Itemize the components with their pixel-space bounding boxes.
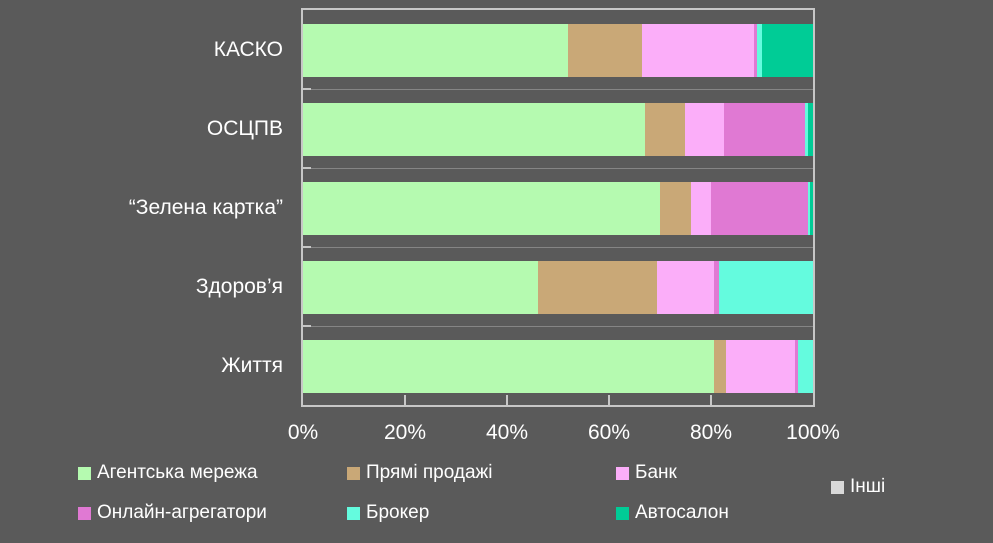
legend-item-broker: Брокер: [347, 502, 429, 524]
segment-bank-kasko: [642, 24, 755, 77]
legend-label-direct-sales: Прямі продажі: [366, 462, 493, 483]
category-boundary-tick: [303, 325, 311, 327]
bar-green-card: [303, 182, 813, 235]
bar-kasko: [303, 24, 813, 77]
category-separator-line: [303, 89, 813, 90]
segment-broker-green-card: [807, 182, 811, 235]
segment-bank-life: [726, 340, 796, 393]
legend-label-online-aggregators: Онлайн-агрегатори: [97, 502, 267, 523]
category-boundary-tick: [303, 167, 311, 169]
plot-area-frame: [301, 8, 815, 407]
category-label-ostspv: ОСЦПВ: [206, 116, 283, 140]
x-axis-tick: [506, 395, 508, 405]
x-axis-label-100: 100%: [786, 421, 840, 444]
legend-label-agent-network: Агентська мережа: [97, 462, 258, 483]
legend-item-direct-sales: Прямі продажі: [347, 462, 492, 484]
segment-online-aggregators-green-card: [710, 182, 808, 235]
legend-label-broker: Брокер: [366, 502, 430, 523]
legend-label-other: Інші: [850, 476, 886, 497]
segment-broker-ostspv: [805, 103, 808, 156]
category-boundary-tick: [303, 246, 311, 248]
category-separator-line: [303, 247, 813, 248]
legend-item-agent-network: Агентська мережа: [78, 462, 258, 484]
legend-swatch-broker: [347, 506, 360, 520]
legend-swatch-other: [831, 480, 844, 494]
segment-agent-network-kasko: [303, 24, 569, 77]
x-axis-label-0: 0%: [287, 421, 319, 444]
segment-car-dealer-kasko: [761, 24, 813, 77]
segment-direct-sales-health: [537, 261, 658, 314]
segment-direct-sales-life: [713, 340, 727, 393]
segment-direct-sales-green-card: [660, 182, 691, 235]
category-label-health: Здоров’я: [195, 274, 283, 298]
legend-label-bank: Банк: [635, 462, 677, 483]
category-label-life: Життя: [221, 353, 283, 377]
legend-swatch-agent-network: [78, 466, 91, 480]
x-axis-label-40: 40%: [485, 421, 529, 444]
legend-swatch-direct-sales: [347, 466, 360, 480]
x-axis-tick: [608, 395, 610, 405]
segment-online-aggregators-health: [713, 261, 719, 314]
segment-car-dealer-green-card: [810, 182, 813, 235]
segment-broker-kasko: [756, 24, 762, 77]
segment-broker-life: [797, 340, 813, 393]
segment-bank-health: [657, 261, 714, 314]
bar-health: [303, 261, 813, 314]
legend-item-online-aggregators: Онлайн-агрегатори: [78, 502, 267, 524]
segment-agent-network-green-card: [303, 182, 660, 235]
legend-item-other: Інші: [831, 476, 885, 498]
segment-agent-network-ostspv: [303, 103, 645, 156]
bar-life: [303, 340, 813, 393]
x-axis-tick: [404, 395, 406, 405]
category-separator-line: [303, 168, 813, 169]
segment-bank-ostspv: [685, 103, 724, 156]
x-axis-label-80: 80%: [689, 421, 733, 444]
segment-online-aggregators-life: [795, 340, 798, 393]
segment-agent-network-life: [303, 340, 714, 393]
legend-item-bank: Банк: [616, 462, 677, 484]
legend-swatch-car-dealer: [616, 506, 629, 520]
legend-swatch-online-aggregators: [78, 506, 91, 520]
segment-bank-green-card: [690, 182, 711, 235]
bar-ostspv: [303, 103, 813, 156]
legend-swatch-bank: [616, 466, 629, 480]
segment-car-dealer-ostspv: [807, 103, 813, 156]
legend-label-car-dealer: Автосалон: [635, 502, 729, 523]
legend-item-car-dealer: Автосалон: [616, 502, 729, 524]
category-label-kasko: КАСКО: [213, 37, 283, 61]
segment-agent-network-health: [303, 261, 538, 314]
segment-direct-sales-kasko: [568, 24, 643, 77]
segment-broker-health: [718, 261, 813, 314]
x-axis-tick: [710, 395, 712, 405]
segment-online-aggregators-kasko: [754, 24, 757, 77]
segment-direct-sales-ostspv: [644, 103, 686, 156]
x-axis-label-20: 20%: [383, 421, 427, 444]
category-separator-line: [303, 326, 813, 327]
category-label-green-card: “Зелена картка”: [128, 195, 283, 219]
category-boundary-tick: [303, 88, 311, 90]
segment-online-aggregators-ostspv: [723, 103, 806, 156]
x-axis-label-60: 60%: [587, 421, 631, 444]
